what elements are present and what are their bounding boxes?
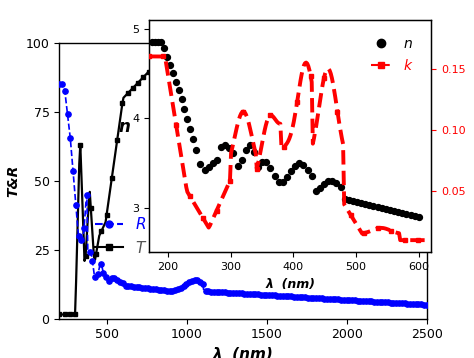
Point xyxy=(287,169,295,174)
Point xyxy=(378,205,385,211)
Point xyxy=(250,149,258,154)
Point xyxy=(201,167,209,173)
Point xyxy=(394,209,402,214)
Point xyxy=(197,161,204,167)
Point xyxy=(399,210,406,216)
Point xyxy=(172,79,180,84)
Point xyxy=(155,39,162,45)
Point xyxy=(246,142,254,148)
Point xyxy=(213,157,221,163)
Point xyxy=(166,62,173,68)
Point xyxy=(221,142,229,148)
Y-axis label: n: n xyxy=(118,118,130,136)
Point xyxy=(328,178,336,184)
Point xyxy=(320,182,328,187)
Point xyxy=(229,150,237,156)
Point xyxy=(415,214,423,219)
Point xyxy=(390,208,398,214)
Point xyxy=(192,147,200,153)
Point xyxy=(267,165,274,171)
Point xyxy=(209,160,217,166)
Y-axis label: T&R: T&R xyxy=(6,165,20,197)
Point xyxy=(279,179,287,184)
X-axis label: λ  (nm): λ (nm) xyxy=(265,278,315,291)
Point xyxy=(316,185,324,191)
X-axis label: λ  (nm): λ (nm) xyxy=(212,347,273,358)
Point xyxy=(275,179,283,185)
Point xyxy=(169,71,177,76)
Point xyxy=(157,39,165,45)
Point xyxy=(411,213,419,218)
Point xyxy=(345,197,353,203)
Legend: $\mathit{n}$, $\mathit{k}$: $\mathit{n}$, $\mathit{k}$ xyxy=(365,31,419,78)
Point xyxy=(337,184,344,189)
Point xyxy=(181,106,188,112)
Point xyxy=(234,163,241,169)
Point xyxy=(160,45,168,51)
Legend: $\mathit{R}$, $\mathit{T}$: $\mathit{R}$, $\mathit{T}$ xyxy=(89,210,153,262)
Point xyxy=(271,174,278,179)
Point xyxy=(386,207,394,213)
Point xyxy=(308,173,316,179)
Point xyxy=(258,160,266,165)
Point xyxy=(362,201,369,207)
Point xyxy=(255,164,262,170)
Point xyxy=(333,180,340,186)
Point xyxy=(190,136,197,142)
Point xyxy=(304,167,311,173)
Point xyxy=(186,126,194,132)
Point xyxy=(370,203,377,209)
Point xyxy=(382,206,390,212)
Point xyxy=(226,145,233,151)
Point xyxy=(238,157,246,163)
Point xyxy=(407,212,414,218)
Point xyxy=(283,174,291,180)
Point xyxy=(324,179,332,184)
Point xyxy=(178,96,185,102)
Point xyxy=(183,116,191,122)
Point xyxy=(357,200,365,206)
Point xyxy=(402,211,410,217)
Point xyxy=(149,39,156,45)
Point xyxy=(374,204,382,210)
Point xyxy=(205,164,212,169)
Point xyxy=(163,54,171,60)
Point xyxy=(295,160,303,166)
Point xyxy=(341,196,348,202)
Point xyxy=(152,39,159,45)
Point xyxy=(217,144,225,150)
Point xyxy=(175,87,182,93)
Point xyxy=(365,202,373,208)
Point xyxy=(242,147,249,153)
Point xyxy=(349,198,356,204)
Point xyxy=(263,160,270,165)
Point xyxy=(353,199,361,205)
Point xyxy=(312,188,319,194)
Point xyxy=(292,163,299,169)
Point xyxy=(300,162,307,168)
